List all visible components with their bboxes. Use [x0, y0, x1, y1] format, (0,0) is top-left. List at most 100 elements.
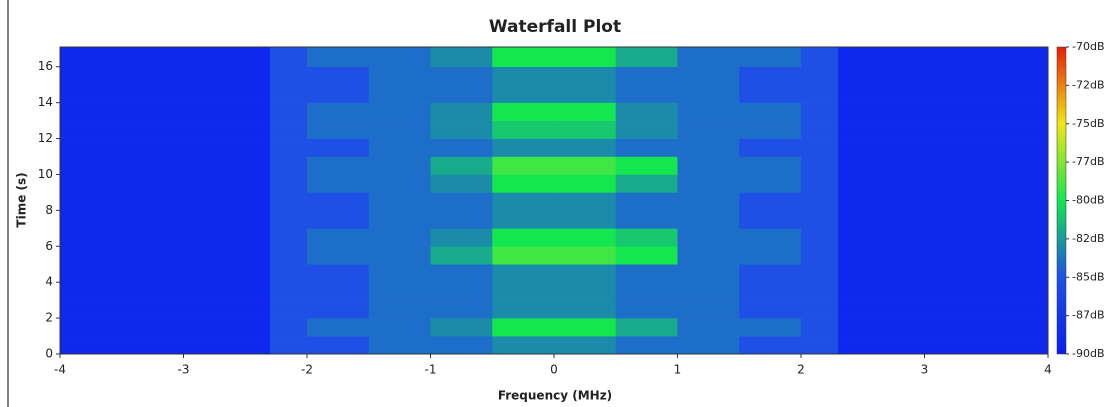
heatmap-cell	[801, 282, 839, 301]
heatmap-cell	[615, 84, 678, 103]
heatmap-cell	[60, 138, 271, 157]
heatmap-cell	[492, 120, 555, 139]
heatmap-cell	[307, 120, 370, 139]
chart-title: Waterfall Plot	[489, 17, 621, 37]
heatmap-cell	[801, 138, 839, 157]
heatmap-cell	[368, 300, 431, 319]
x-tick-label: 3	[921, 363, 929, 377]
heatmap-cell	[307, 102, 370, 121]
x-tick-label: 2	[797, 363, 805, 377]
heatmap-cell	[838, 120, 1049, 139]
heatmap-cell	[615, 318, 678, 337]
heatmap-cell	[307, 47, 370, 68]
heatmap-cell	[430, 318, 493, 337]
heatmap-cell	[430, 120, 493, 139]
heatmap-cell	[269, 66, 308, 86]
heatmap-cell	[307, 264, 370, 283]
heatmap-cell	[307, 84, 370, 103]
x-tick-label: 0	[550, 363, 558, 377]
heatmap-cell	[739, 84, 802, 103]
heatmap-cell	[554, 120, 617, 139]
y-tick-label: 6	[45, 239, 53, 253]
y-tick-label: 12	[38, 131, 53, 145]
heatmap-cell	[492, 102, 555, 121]
heatmap-cell	[307, 192, 370, 211]
heatmap-cell	[492, 174, 555, 193]
heatmap-cell	[677, 66, 740, 86]
heatmap-cell	[615, 210, 678, 229]
heatmap-cell	[801, 228, 839, 247]
heatmap-cell	[838, 264, 1049, 283]
x-axis-label: Frequency (MHz)	[498, 389, 612, 403]
heatmap-cell	[368, 66, 431, 86]
heatmap-cell	[492, 138, 555, 157]
heatmap-cell	[269, 210, 308, 229]
heatmap-cell	[615, 102, 678, 121]
heatmap-cell	[60, 300, 271, 319]
heatmap-cell	[554, 318, 617, 337]
heatmap-cell	[368, 282, 431, 301]
heatmap-cell	[739, 228, 802, 247]
heatmap-cell	[60, 246, 271, 265]
heatmap-cell	[492, 66, 555, 86]
heatmap-cell	[307, 210, 370, 229]
heatmap-cell	[430, 102, 493, 121]
heatmap-cell	[838, 318, 1049, 337]
colorbar-tick-label: -70dB	[1072, 40, 1105, 53]
heatmap-cell	[677, 84, 740, 103]
heatmap-cell	[368, 102, 431, 121]
heatmap-cell	[60, 120, 271, 139]
heatmap-cell	[60, 228, 271, 247]
heatmap-cell	[430, 156, 493, 175]
heatmap-cell	[269, 318, 308, 337]
heatmap-cell	[739, 264, 802, 283]
heatmap-cell	[615, 66, 678, 86]
heatmap-cell	[60, 174, 271, 193]
heatmap-cell	[368, 210, 431, 229]
x-tick-label: -2	[301, 363, 313, 377]
heatmap-cell	[739, 300, 802, 319]
heatmap-cell	[60, 156, 271, 175]
heatmap-cell	[492, 300, 555, 319]
heatmap-cell	[60, 192, 271, 211]
heatmap-cell	[677, 282, 740, 301]
colorbar-tick-label: -75dB	[1072, 117, 1105, 130]
heatmap-cell	[430, 66, 493, 86]
heatmap-cell	[615, 174, 678, 193]
heatmap-cell	[677, 156, 740, 175]
heatmap-cell	[838, 228, 1049, 247]
heatmap-cell	[677, 47, 740, 68]
heatmap-cell	[492, 318, 555, 337]
heatmap-cell	[554, 246, 617, 265]
heatmap-cell	[554, 174, 617, 193]
heatmap-cell	[801, 66, 839, 86]
heatmap-cell	[739, 210, 802, 229]
heatmap-cell	[801, 84, 839, 103]
heatmap-cell	[838, 102, 1049, 121]
heatmap-cell	[269, 264, 308, 283]
heatmap-cell	[307, 336, 370, 355]
heatmap-cell	[269, 138, 308, 157]
heatmap-cell	[269, 282, 308, 301]
heatmap-cell	[430, 246, 493, 265]
heatmap-cell	[368, 264, 431, 283]
heatmap-cell	[269, 174, 308, 193]
heatmap-cell	[838, 192, 1049, 211]
heatmap-cell	[60, 102, 271, 121]
heatmap-cell	[801, 336, 839, 355]
heatmap-cell	[269, 336, 308, 355]
heatmap-cell	[368, 138, 431, 157]
heatmap-cell	[430, 282, 493, 301]
y-tick-label: 10	[38, 167, 53, 181]
heatmap-cell	[430, 336, 493, 355]
heatmap-cell	[739, 318, 802, 337]
heatmap-cell	[677, 174, 740, 193]
heatmap-cell	[430, 174, 493, 193]
colorbar-tick-label: -72dB	[1072, 78, 1105, 91]
heatmap-cell	[615, 300, 678, 319]
heatmap-cell	[368, 84, 431, 103]
heatmap-cell	[615, 47, 678, 68]
heatmap-cell	[492, 47, 555, 68]
heatmap-cell	[269, 192, 308, 211]
heatmap-cell	[368, 156, 431, 175]
